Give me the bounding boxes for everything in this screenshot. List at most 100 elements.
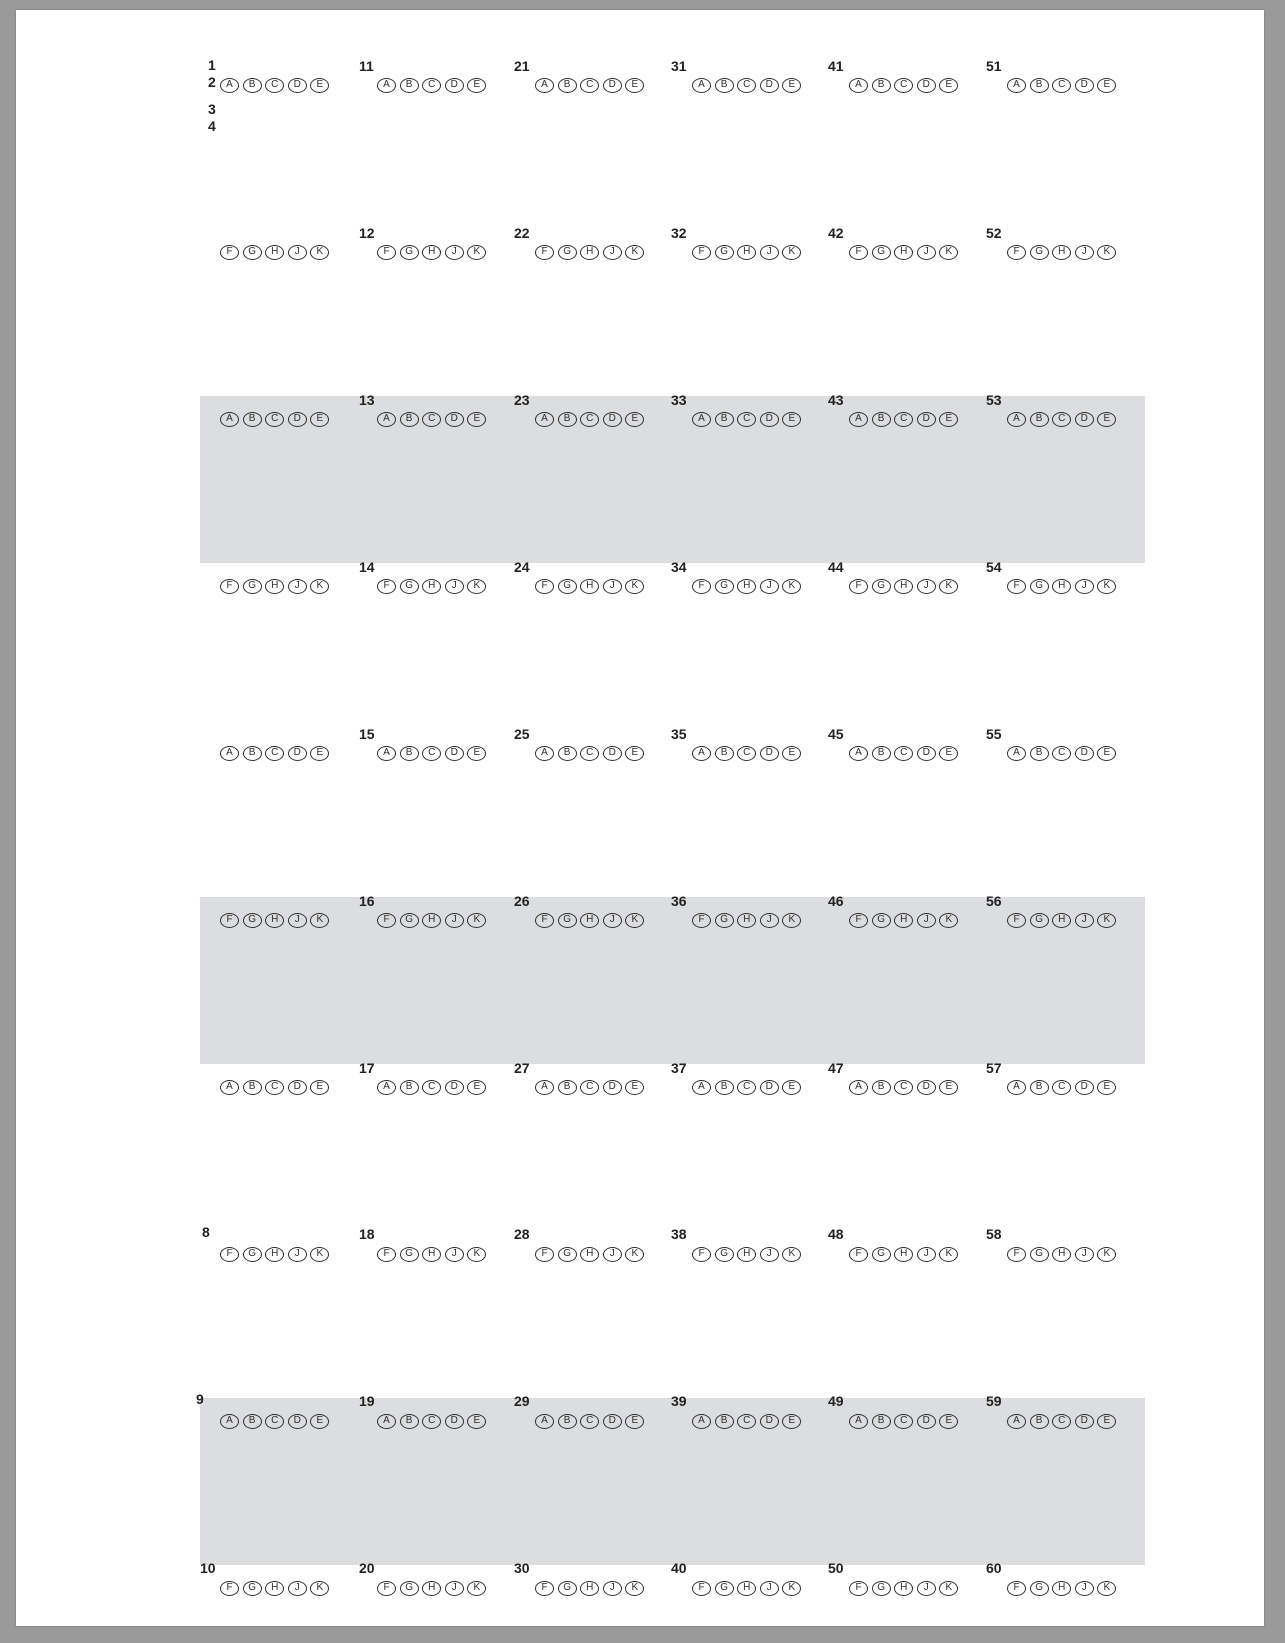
answer-bubble-e[interactable]: E (939, 746, 959, 762)
answer-bubble-j[interactable]: J (602, 245, 622, 261)
answer-bubble-d[interactable]: D (287, 412, 307, 428)
answer-bubble-f[interactable]: F (535, 1581, 554, 1597)
answer-bubble-e[interactable]: E (939, 78, 959, 94)
answer-bubble-h[interactable]: H (422, 913, 442, 929)
answer-bubble-h[interactable]: H (422, 1581, 442, 1597)
answer-bubble-b[interactable]: B (557, 1414, 577, 1430)
answer-bubble-a[interactable]: A (377, 1080, 396, 1096)
answer-bubble-g[interactable]: G (557, 1247, 577, 1263)
answer-bubble-k[interactable]: K (1097, 245, 1117, 261)
answer-bubble-b[interactable]: B (714, 78, 734, 94)
answer-bubble-h[interactable]: H (580, 1581, 600, 1597)
answer-bubble-d[interactable]: D (602, 78, 622, 94)
answer-bubble-e[interactable]: E (939, 1414, 959, 1430)
answer-bubble-b[interactable]: B (1029, 1414, 1049, 1430)
answer-bubble-g[interactable]: G (871, 1581, 891, 1597)
answer-bubble-g[interactable]: G (242, 1247, 262, 1263)
answer-bubble-d[interactable]: D (444, 1414, 464, 1430)
answer-bubble-k[interactable]: K (939, 913, 959, 929)
answer-bubble-a[interactable]: A (535, 412, 554, 428)
answer-bubble-a[interactable]: A (220, 78, 239, 94)
answer-bubble-e[interactable]: E (467, 412, 487, 428)
answer-bubble-k[interactable]: K (467, 913, 487, 929)
answer-bubble-b[interactable]: B (1029, 78, 1049, 94)
answer-bubble-a[interactable]: A (220, 1080, 239, 1096)
answer-bubble-h[interactable]: H (894, 245, 914, 261)
answer-bubble-d[interactable]: D (759, 78, 779, 94)
answer-bubble-b[interactable]: B (399, 78, 419, 94)
answer-bubble-f[interactable]: F (849, 913, 868, 929)
answer-bubble-d[interactable]: D (444, 78, 464, 94)
answer-bubble-k[interactable]: K (467, 579, 487, 595)
answer-bubble-c[interactable]: C (1052, 746, 1072, 762)
answer-bubble-k[interactable]: K (310, 1581, 330, 1597)
answer-bubble-g[interactable]: G (1029, 1581, 1049, 1597)
answer-bubble-d[interactable]: D (759, 1080, 779, 1096)
answer-bubble-e[interactable]: E (1097, 412, 1117, 428)
answer-bubble-b[interactable]: B (1029, 412, 1049, 428)
answer-bubble-h[interactable]: H (1052, 1247, 1072, 1263)
answer-bubble-h[interactable]: H (265, 913, 285, 929)
answer-bubble-e[interactable]: E (310, 1080, 330, 1096)
answer-bubble-c[interactable]: C (737, 78, 757, 94)
answer-bubble-e[interactable]: E (939, 1080, 959, 1096)
answer-bubble-h[interactable]: H (894, 1581, 914, 1597)
answer-bubble-a[interactable]: A (220, 1414, 239, 1430)
answer-bubble-h[interactable]: H (894, 913, 914, 929)
answer-bubble-e[interactable]: E (625, 1080, 645, 1096)
answer-bubble-k[interactable]: K (939, 1247, 959, 1263)
answer-bubble-b[interactable]: B (714, 746, 734, 762)
answer-bubble-g[interactable]: G (557, 579, 577, 595)
answer-bubble-g[interactable]: G (399, 579, 419, 595)
answer-bubble-c[interactable]: C (265, 1080, 285, 1096)
answer-bubble-d[interactable]: D (759, 746, 779, 762)
answer-bubble-j[interactable]: J (916, 245, 936, 261)
answer-bubble-j[interactable]: J (916, 1247, 936, 1263)
answer-bubble-k[interactable]: K (310, 913, 330, 929)
answer-bubble-a[interactable]: A (1007, 78, 1026, 94)
answer-bubble-k[interactable]: K (625, 1581, 645, 1597)
answer-bubble-a[interactable]: A (535, 1080, 554, 1096)
answer-bubble-c[interactable]: C (422, 78, 442, 94)
answer-bubble-k[interactable]: K (939, 1581, 959, 1597)
answer-bubble-c[interactable]: C (422, 1080, 442, 1096)
answer-bubble-b[interactable]: B (871, 746, 891, 762)
answer-bubble-k[interactable]: K (467, 1581, 487, 1597)
answer-bubble-e[interactable]: E (939, 412, 959, 428)
answer-bubble-f[interactable]: F (220, 913, 239, 929)
answer-bubble-j[interactable]: J (759, 1581, 779, 1597)
answer-bubble-j[interactable]: J (1074, 245, 1094, 261)
answer-bubble-k[interactable]: K (782, 1247, 802, 1263)
answer-bubble-e[interactable]: E (1097, 78, 1117, 94)
answer-bubble-f[interactable]: F (535, 579, 554, 595)
answer-bubble-d[interactable]: D (287, 1080, 307, 1096)
answer-bubble-a[interactable]: A (535, 746, 554, 762)
answer-bubble-k[interactable]: K (625, 1247, 645, 1263)
answer-bubble-j[interactable]: J (602, 1247, 622, 1263)
answer-bubble-k[interactable]: K (782, 1581, 802, 1597)
answer-bubble-j[interactable]: J (287, 913, 307, 929)
answer-bubble-b[interactable]: B (557, 746, 577, 762)
answer-bubble-e[interactable]: E (782, 1414, 802, 1430)
answer-bubble-a[interactable]: A (1007, 412, 1026, 428)
answer-bubble-j[interactable]: J (444, 913, 464, 929)
answer-bubble-f[interactable]: F (1007, 245, 1026, 261)
answer-bubble-a[interactable]: A (535, 78, 554, 94)
answer-bubble-b[interactable]: B (399, 746, 419, 762)
answer-bubble-g[interactable]: G (714, 245, 734, 261)
answer-bubble-c[interactable]: C (894, 412, 914, 428)
answer-bubble-g[interactable]: G (399, 913, 419, 929)
answer-bubble-b[interactable]: B (557, 1080, 577, 1096)
answer-bubble-c[interactable]: C (1052, 78, 1072, 94)
answer-bubble-g[interactable]: G (871, 1247, 891, 1263)
answer-bubble-b[interactable]: B (399, 1414, 419, 1430)
answer-bubble-h[interactable]: H (894, 579, 914, 595)
answer-bubble-a[interactable]: A (1007, 1080, 1026, 1096)
answer-bubble-b[interactable]: B (871, 78, 891, 94)
answer-bubble-k[interactable]: K (310, 245, 330, 261)
answer-bubble-j[interactable]: J (287, 1581, 307, 1597)
answer-bubble-a[interactable]: A (377, 746, 396, 762)
answer-bubble-a[interactable]: A (849, 412, 868, 428)
answer-bubble-h[interactable]: H (1052, 1581, 1072, 1597)
answer-bubble-f[interactable]: F (849, 579, 868, 595)
